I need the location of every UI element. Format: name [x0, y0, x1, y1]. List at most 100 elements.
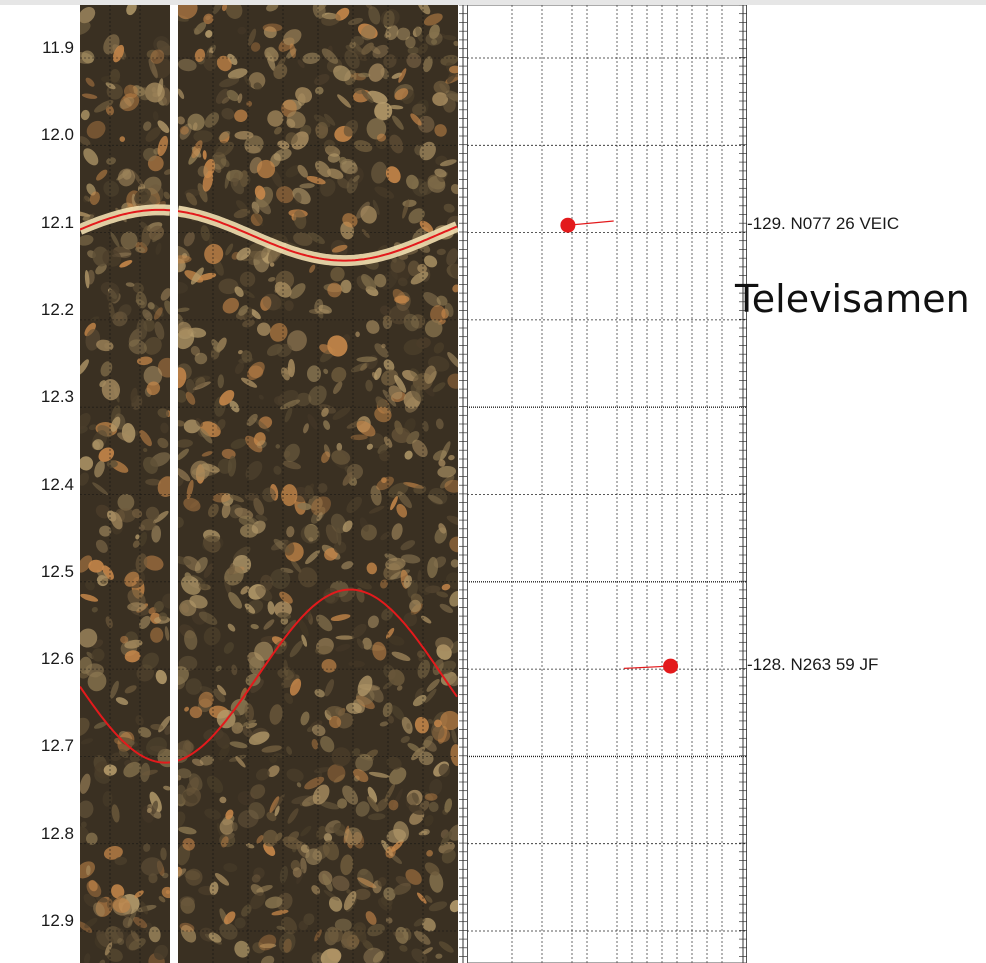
rock-clast [88, 424, 97, 431]
rock-clast [337, 177, 350, 189]
rock-clast [284, 443, 300, 462]
rock-clast [96, 339, 114, 352]
rock-clast [258, 934, 277, 951]
rock-clast [406, 723, 411, 730]
rock-clast [432, 659, 444, 676]
rock-clast [178, 281, 188, 294]
rock-clast [157, 437, 169, 449]
rock-clast [83, 893, 97, 907]
rock-clast [294, 192, 302, 204]
rock-clast [319, 801, 340, 810]
rock-clast [424, 255, 438, 268]
rock-clast [157, 135, 169, 157]
rock-clast [308, 385, 327, 406]
rock-clast [353, 888, 371, 901]
rock-clast [439, 603, 454, 613]
rock-clast [195, 377, 206, 388]
rock-clast [273, 63, 288, 80]
rock-clast [254, 185, 266, 200]
rock-clast [417, 5, 431, 15]
rock-clast [197, 579, 208, 590]
rock-clast [219, 818, 235, 835]
rock-clast [426, 850, 433, 857]
rock-clast [273, 640, 288, 655]
rock-clast [117, 168, 136, 187]
rock-clast [143, 456, 158, 474]
rock-clast [237, 93, 243, 104]
rock-clast [117, 493, 135, 511]
rock-clast [153, 307, 163, 320]
rock-clast [164, 725, 170, 735]
rock-clast [211, 339, 221, 353]
rock-clast [381, 343, 386, 349]
tadpole-tail [567, 220, 614, 226]
rock-clast [303, 423, 309, 434]
rock-clast [441, 583, 451, 591]
rock-clast [333, 65, 351, 82]
depth-label: 12.0 [40, 125, 74, 145]
rock-clast [251, 520, 266, 534]
rock-clast [80, 20, 91, 36]
rock-clast [234, 130, 254, 140]
rock-clast [327, 168, 344, 180]
rock-clast [366, 320, 380, 334]
depth-label: 12.6 [40, 649, 74, 669]
rock-clast [430, 305, 446, 324]
rock-clast [80, 234, 94, 246]
rock-clast [449, 675, 458, 687]
rock-clast [331, 244, 348, 253]
rock-clast [164, 626, 170, 641]
rock-clast [432, 92, 448, 107]
rock-clast [184, 706, 190, 712]
rock-clast [268, 277, 276, 282]
rock-clast [190, 345, 201, 356]
rock-clast [330, 614, 351, 622]
rock-clast [215, 665, 222, 672]
rock-clast [119, 97, 135, 109]
rock-clast [160, 422, 169, 434]
rock-clast [194, 48, 206, 63]
rock-clast [348, 660, 365, 668]
rock-clast [122, 916, 133, 929]
rock-clast [204, 808, 221, 820]
rock-clast [203, 563, 214, 578]
rock-clast [315, 122, 329, 139]
rock-clast [327, 282, 342, 298]
rock-clast [368, 63, 385, 82]
rock-clast [250, 42, 261, 52]
rock-clast [388, 105, 404, 110]
rock-clast [390, 257, 406, 273]
rock-clast [247, 28, 257, 46]
rock-clast [257, 322, 271, 336]
rock-clast [290, 559, 302, 573]
rock-clast [135, 534, 140, 540]
rock-clast [83, 953, 91, 963]
rock-clast [323, 420, 331, 430]
rock-clast [263, 619, 275, 630]
rock-clast [413, 917, 426, 927]
rock-clast [424, 319, 443, 338]
rock-clast [223, 642, 234, 654]
rock-clast [227, 623, 236, 632]
rock-clast [157, 78, 164, 97]
rock-clast [178, 811, 186, 829]
rock-clast [163, 169, 170, 175]
rock-clast [212, 492, 231, 503]
rock-clast [84, 195, 91, 202]
rock-clast [381, 608, 393, 621]
rock-clast [284, 300, 294, 311]
rock-clast [254, 641, 274, 661]
rock-clast [406, 174, 419, 190]
rock-clast [394, 295, 410, 304]
rock-clast [311, 885, 321, 895]
depth-label: 12.7 [40, 736, 74, 756]
rock-clast [393, 821, 409, 842]
rock-clast [81, 50, 95, 64]
rock-clast [416, 337, 431, 349]
rock-clast [289, 678, 302, 696]
rock-clast [374, 367, 382, 381]
rock-clast [316, 614, 333, 632]
rock-clast [306, 176, 326, 185]
rock-clast [417, 650, 425, 658]
rock-clast [260, 296, 272, 311]
